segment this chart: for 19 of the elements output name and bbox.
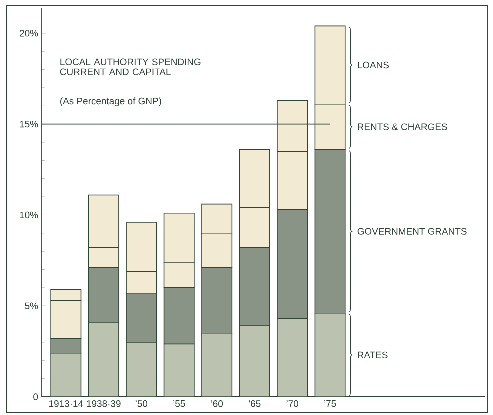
y-tick-label: 5% [25, 302, 38, 310]
x-tick-label: ’75 [324, 400, 336, 408]
x-tick-label: 1913·14 [50, 400, 84, 408]
x-tick-label: ’55 [174, 400, 186, 408]
x-tick-label: 1938·39 [87, 400, 121, 408]
series-label: RATES [358, 352, 388, 359]
x-tick-label: ’65 [249, 400, 261, 408]
y-tick-label: 15% [20, 121, 38, 128]
text: (As Percentage of GNP) [60, 98, 162, 106]
x-tick-label: ’50 [136, 400, 148, 408]
y-tick-label: 10% [20, 212, 38, 219]
series-label: RENTS & CHARGES [358, 124, 448, 130]
x-tick-label: ’70 [286, 400, 298, 408]
y-tick-label: 20% [20, 30, 38, 37]
series-label: LOANS [358, 62, 390, 69]
series-label: GOVERNMENT GRANTS [358, 228, 467, 235]
text: LOCAL AUTHORITY SPENDING CURRENT AND CAPITAL [60, 58, 201, 76]
y-tick-label: 0 [34, 394, 38, 400]
x-tick-label: ’60 [211, 400, 224, 408]
